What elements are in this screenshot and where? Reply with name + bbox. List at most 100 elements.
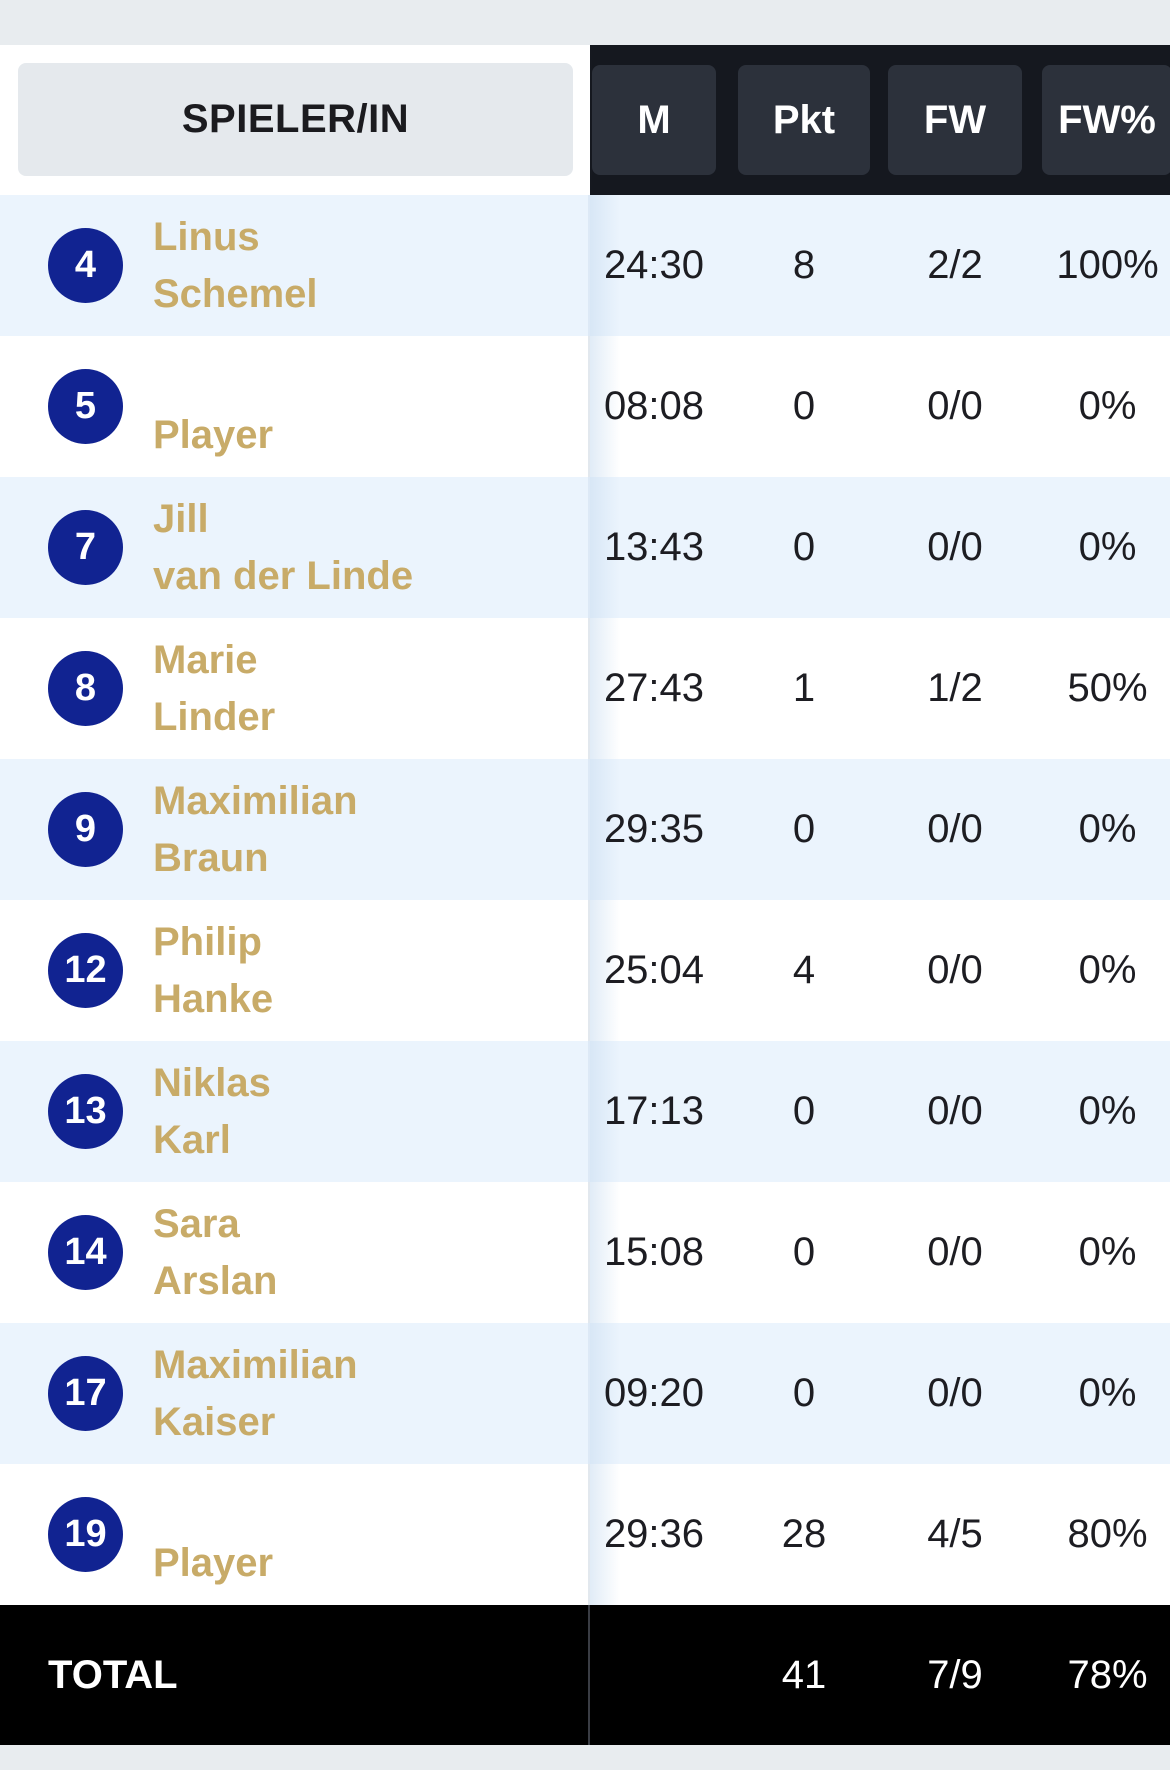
column-header-free-throw-percent[interactable]: FW% bbox=[1042, 65, 1170, 175]
column-header-minutes[interactable]: M bbox=[592, 65, 716, 175]
player-name[interactable]: Maximilian Braun bbox=[153, 771, 573, 888]
jersey-number-badge: 9 bbox=[48, 792, 123, 867]
column-divider bbox=[588, 336, 590, 477]
jersey-number-badge: 17 bbox=[48, 1356, 123, 1431]
table-row[interactable]: 12 Philip Hanke 25:04 4 0/0 0% bbox=[0, 900, 1170, 1041]
table-row[interactable]: 9 Maximilian Braun 29:35 0 0/0 0% bbox=[0, 759, 1170, 900]
player-name[interactable]: Player bbox=[153, 1476, 573, 1593]
free-throws-value: 2/2 bbox=[927, 243, 983, 287]
total-label: TOTAL bbox=[48, 1652, 178, 1697]
minutes-value: 08:08 bbox=[603, 384, 705, 428]
player-first-name: Jill bbox=[153, 496, 209, 541]
player-name[interactable]: Sara Arslan bbox=[153, 1194, 573, 1311]
table-header: SPIELER/IN M Pkt FW FW% bbox=[0, 45, 1170, 195]
player-first-name: Linus bbox=[153, 214, 260, 259]
player-first-name: Maximilian bbox=[153, 778, 358, 823]
player-name[interactable]: Linus Schemel bbox=[153, 207, 573, 324]
player-first-name: Niklas bbox=[153, 1060, 271, 1105]
player-cell: 5 Player bbox=[0, 336, 588, 477]
free-throw-percent-value: 0% bbox=[1078, 807, 1137, 851]
player-name[interactable]: Marie Linder bbox=[153, 630, 573, 747]
table-row[interactable]: 4 Linus Schemel 24:30 8 2/2 100% bbox=[0, 195, 1170, 336]
jersey-number-badge: 8 bbox=[48, 651, 123, 726]
column-divider bbox=[588, 618, 590, 759]
player-name[interactable]: Niklas Karl bbox=[153, 1053, 573, 1170]
points-value: 28 bbox=[781, 1512, 827, 1556]
jersey-number-badge: 4 bbox=[48, 228, 123, 303]
free-throws-value: 4/5 bbox=[927, 1512, 983, 1556]
minutes-value: 25:04 bbox=[603, 948, 705, 992]
total-free-throws: 7/9 bbox=[927, 1652, 983, 1697]
player-cell: 14 Sara Arslan bbox=[0, 1182, 588, 1323]
table-row[interactable]: 7 Jill van der Linde 13:43 0 0/0 0% bbox=[0, 477, 1170, 618]
column-divider bbox=[588, 1605, 590, 1745]
player-last-name: Braun bbox=[153, 835, 269, 880]
player-last-name: Player bbox=[153, 412, 274, 457]
points-value: 0 bbox=[792, 384, 816, 428]
player-last-name: Karl bbox=[153, 1117, 231, 1162]
total-label-cell: TOTAL bbox=[0, 1605, 588, 1745]
free-throws-value: 0/0 bbox=[927, 1089, 983, 1133]
total-points: 41 bbox=[781, 1652, 827, 1697]
stats-cell: 27:43 1 1/2 50% bbox=[590, 618, 1170, 759]
table-row[interactable]: 13 Niklas Karl 17:13 0 0/0 0% bbox=[0, 1041, 1170, 1182]
player-cell: 8 Marie Linder bbox=[0, 618, 588, 759]
player-first-name: Philip bbox=[153, 919, 262, 964]
free-throws-value: 0/0 bbox=[927, 1371, 983, 1415]
free-throw-percent-value: 0% bbox=[1078, 948, 1137, 992]
table-body: 4 Linus Schemel 24:30 8 2/2 100% 5 Player 08:08 0 0… bbox=[0, 195, 1170, 1605]
player-cell: 9 Maximilian Braun bbox=[0, 759, 588, 900]
table-row[interactable]: 17 Maximilian Kaiser 09:20 0 0/0 0% bbox=[0, 1323, 1170, 1464]
player-last-name: Kaiser bbox=[153, 1399, 276, 1444]
player-name[interactable]: Maximilian Kaiser bbox=[153, 1335, 573, 1452]
total-free-throw-percent: 78% bbox=[1067, 1652, 1148, 1697]
jersey-number-badge: 14 bbox=[48, 1215, 123, 1290]
player-last-name: van der Linde bbox=[153, 553, 414, 598]
player-first-name bbox=[153, 350, 573, 407]
table-row[interactable]: 5 Player 08:08 0 0/0 0% bbox=[0, 336, 1170, 477]
free-throw-percent-value: 0% bbox=[1078, 525, 1137, 569]
stats-cell: 08:08 0 0/0 0% bbox=[590, 336, 1170, 477]
player-name[interactable]: Philip Hanke bbox=[153, 912, 573, 1029]
player-last-name: Player bbox=[153, 1540, 274, 1585]
stats-cell: 24:30 8 2/2 100% bbox=[590, 195, 1170, 336]
column-divider bbox=[588, 195, 590, 336]
column-header-free-throws[interactable]: FW bbox=[888, 65, 1022, 175]
minutes-value: 29:36 bbox=[603, 1512, 705, 1556]
total-row: TOTAL 41 7/9 78% bbox=[0, 1605, 1170, 1745]
total-minutes bbox=[590, 1605, 718, 1745]
free-throw-percent-value: 50% bbox=[1067, 666, 1148, 710]
table-row[interactable]: 19 Player 29:36 28 4/5 80% bbox=[0, 1464, 1170, 1605]
stats-cell: 09:20 0 0/0 0% bbox=[590, 1323, 1170, 1464]
free-throw-percent-value: 100% bbox=[1056, 243, 1159, 287]
points-value: 0 bbox=[792, 1230, 816, 1274]
player-column-header[interactable]: SPIELER/IN bbox=[18, 63, 573, 176]
player-cell: 7 Jill van der Linde bbox=[0, 477, 588, 618]
player-first-name bbox=[153, 1478, 573, 1535]
column-header-points[interactable]: Pkt bbox=[738, 65, 870, 175]
column-divider bbox=[588, 900, 590, 1041]
player-cell: 12 Philip Hanke bbox=[0, 900, 588, 1041]
free-throw-percent-value: 0% bbox=[1078, 384, 1137, 428]
minutes-value: 09:20 bbox=[603, 1371, 705, 1415]
minutes-value: 27:43 bbox=[603, 666, 705, 710]
player-name[interactable]: Jill van der Linde bbox=[153, 489, 573, 606]
jersey-number-badge: 5 bbox=[48, 369, 123, 444]
player-first-name: Marie bbox=[153, 637, 258, 682]
free-throws-value: 0/0 bbox=[927, 384, 983, 428]
table-row[interactable]: 8 Marie Linder 27:43 1 1/2 50% bbox=[0, 618, 1170, 759]
player-name[interactable]: Player bbox=[153, 348, 573, 465]
minutes-value: 15:08 bbox=[603, 1230, 705, 1274]
minutes-value: 13:43 bbox=[603, 525, 705, 569]
free-throws-value: 1/2 bbox=[927, 666, 983, 710]
points-value: 0 bbox=[792, 807, 816, 851]
points-value: 0 bbox=[792, 1371, 816, 1415]
free-throws-value: 0/0 bbox=[927, 807, 983, 851]
free-throw-percent-value: 0% bbox=[1078, 1089, 1137, 1133]
minutes-value: 24:30 bbox=[603, 243, 705, 287]
minutes-value: 29:35 bbox=[603, 807, 705, 851]
table-row[interactable]: 14 Sara Arslan 15:08 0 0/0 0% bbox=[0, 1182, 1170, 1323]
total-stats: 41 7/9 78% bbox=[590, 1605, 1170, 1745]
player-last-name: Hanke bbox=[153, 976, 274, 1021]
free-throws-value: 0/0 bbox=[927, 525, 983, 569]
